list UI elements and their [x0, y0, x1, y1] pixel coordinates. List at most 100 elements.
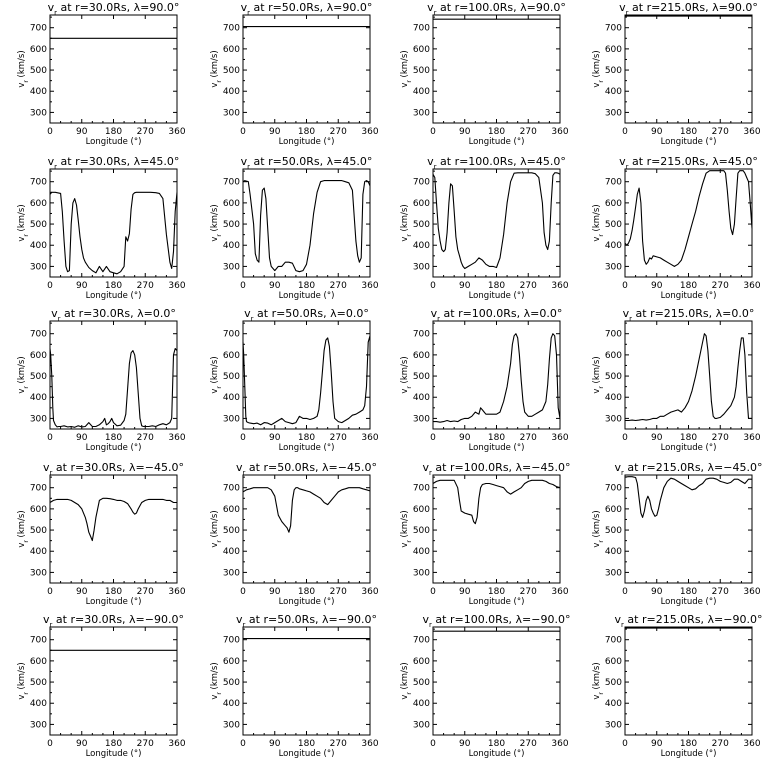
x-tick-label: 270: [520, 433, 537, 443]
y-tick-label: 400: [30, 699, 47, 709]
chart-panel-8: vr at r=215.0Rs, λ=45.0° 0 90 180 270 360 300 4…: [592, 155, 761, 301]
x-axis-label: Longitude (°): [279, 443, 335, 453]
x-tick-label: 360: [551, 281, 568, 291]
chart-panel-16: vr at r=215.0Rs, λ=−45.0° 0 90 180 270 360 300…: [592, 461, 763, 607]
y-axis-label: vr (km/s): [210, 510, 223, 547]
plot-frame: [242, 14, 371, 124]
chart-title: vr at r=50.0Rs, λ=45.0°: [241, 155, 373, 171]
x-tick-label: 180: [488, 587, 505, 597]
x-axis-label: Longitude (°): [86, 137, 142, 147]
x-tick-label: 180: [680, 587, 697, 597]
y-tick-label: 300: [605, 262, 622, 272]
x-tick-label: 270: [712, 281, 729, 291]
y-tick-label: 700: [30, 24, 47, 34]
y-tick-label: 400: [223, 699, 240, 709]
x-tick-label: 360: [361, 433, 378, 443]
y-tick-label: 300: [30, 720, 47, 730]
chart-title: vr at r=215.0Rs, λ=−90.0°: [615, 613, 763, 629]
x-axis-label: Longitude (°): [469, 291, 525, 301]
x-tick-label: 360: [551, 739, 568, 749]
y-tick-label: 500: [413, 526, 430, 536]
y-tick-label: 400: [413, 393, 430, 403]
series-line: [625, 333, 752, 422]
x-tick-label: 270: [330, 127, 347, 137]
x-axis-label: Longitude (°): [279, 291, 335, 301]
y-tick-label: 400: [413, 699, 430, 709]
chart-panel-12: vr at r=215.0Rs, λ=0.0° 0 90 180 270 360 300 40…: [592, 307, 761, 453]
y-tick-label: 500: [223, 678, 240, 688]
x-tick-label: 270: [137, 281, 154, 291]
y-tick-label: 500: [413, 678, 430, 688]
x-tick-label: 180: [488, 281, 505, 291]
y-tick-label: 400: [223, 547, 240, 557]
x-tick-label: 180: [298, 433, 315, 443]
x-tick-label: 270: [137, 433, 154, 443]
x-tick-label: 180: [680, 281, 697, 291]
x-tick-label: 270: [712, 433, 729, 443]
chart-title: vr at r=215.0Rs, λ=90.0°: [619, 1, 758, 17]
y-tick-label: 400: [605, 87, 622, 97]
series-line: [242, 335, 371, 426]
series-line: [433, 333, 561, 423]
y-tick-label: 700: [223, 178, 240, 188]
y-tick-label: 500: [30, 678, 47, 688]
y-tick-label: 700: [605, 484, 622, 494]
x-tick-label: 360: [743, 127, 760, 137]
y-tick-label: 600: [605, 351, 622, 361]
y-tick-label: 700: [223, 24, 240, 34]
plot-frame: [242, 626, 371, 736]
y-tick-label: 300: [413, 414, 430, 424]
x-tick-label: 90: [76, 587, 88, 597]
y-tick-label: 500: [413, 372, 430, 382]
x-tick-label: 180: [298, 587, 315, 597]
y-tick-label: 700: [413, 636, 430, 646]
y-tick-label: 300: [223, 262, 240, 272]
x-tick-label: 360: [743, 281, 760, 291]
x-tick-label: 180: [680, 433, 697, 443]
plot-frame: [242, 168, 371, 278]
series-line: [624, 476, 752, 518]
x-tick-label: 180: [298, 127, 315, 137]
plot-frame: [49, 320, 178, 430]
plot-frame: [49, 474, 178, 584]
y-tick-label: 700: [605, 24, 622, 34]
chart-panel-10: vr at r=50.0Rs, λ=0.0° 0 90 180 270 360 300 400…: [210, 307, 379, 453]
x-tick-label: 360: [551, 127, 568, 137]
x-tick-label: 270: [712, 739, 729, 749]
y-tick-label: 700: [605, 330, 622, 340]
chart-title: vr at r=30.0Rs, λ=0.0°: [51, 307, 176, 323]
x-tick-label: 180: [680, 739, 697, 749]
y-tick-label: 600: [223, 45, 240, 55]
x-tick-label: 360: [168, 127, 185, 137]
series-line: [49, 347, 178, 428]
y-tick-label: 600: [413, 657, 430, 667]
y-tick-label: 700: [30, 636, 47, 646]
x-tick-label: 0: [240, 433, 246, 443]
x-axis-label: Longitude (°): [86, 749, 142, 759]
x-tick-label: 270: [137, 587, 154, 597]
y-tick-label: 500: [605, 526, 622, 536]
x-tick-label: 180: [488, 433, 505, 443]
chart-panel-17: vr at r=30.0Rs, λ=−90.0° 0 90 180 270 360 300 4…: [17, 613, 186, 759]
x-tick-label: 0: [240, 127, 246, 137]
y-axis-label: vr (km/s): [592, 356, 605, 393]
plot-frame: [49, 626, 178, 736]
x-tick-label: 90: [651, 127, 663, 137]
y-tick-label: 700: [413, 484, 430, 494]
y-axis-label: vr (km/s): [400, 204, 413, 241]
chart-title: vr at r=100.0Rs, λ=−45.0°: [423, 461, 571, 477]
x-tick-label: 90: [269, 433, 281, 443]
y-axis-label: vr (km/s): [17, 204, 30, 241]
y-tick-label: 600: [413, 351, 430, 361]
x-tick-label: 180: [298, 281, 315, 291]
x-tick-label: 360: [168, 281, 185, 291]
x-tick-label: 270: [712, 127, 729, 137]
y-axis-label: vr (km/s): [592, 204, 605, 241]
chart-title: vr at r=30.0Rs, λ=−45.0°: [43, 461, 184, 477]
y-tick-label: 600: [223, 657, 240, 667]
y-tick-label: 600: [30, 505, 47, 515]
x-tick-label: 0: [47, 127, 53, 137]
y-tick-label: 500: [605, 66, 622, 76]
y-tick-label: 600: [605, 199, 622, 209]
series-line: [432, 479, 561, 525]
